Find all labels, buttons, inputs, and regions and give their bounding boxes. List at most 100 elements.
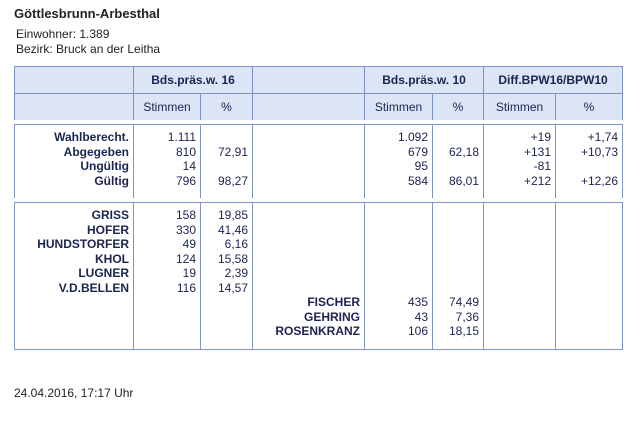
table-cell xyxy=(554,280,624,295)
subheader: Stimmen xyxy=(133,93,201,123)
table-cell: 330 xyxy=(133,222,201,237)
subheader: % xyxy=(432,93,484,123)
header-cell xyxy=(252,93,365,123)
table-cell xyxy=(133,309,201,324)
table-cell: 49 xyxy=(133,237,201,252)
table-cell xyxy=(364,266,433,281)
table-cell xyxy=(483,198,556,223)
table-cell xyxy=(133,295,201,310)
table-cell: 435 xyxy=(364,295,433,310)
table-cell: 14 xyxy=(133,159,201,174)
table-cell xyxy=(14,295,134,310)
table-cell: 584 xyxy=(364,173,433,201)
table-cell xyxy=(252,173,365,201)
table-cell: Ungültig xyxy=(14,159,134,174)
table-cell xyxy=(432,222,484,237)
header-cell xyxy=(14,93,134,123)
table-cell: HOFER xyxy=(14,222,134,237)
table-cell xyxy=(432,159,484,174)
table-cell: 41,46 xyxy=(200,222,253,237)
table-cell: +1,74 xyxy=(554,120,624,145)
table-cell xyxy=(554,309,624,324)
table-cell: HUNDSTORFER xyxy=(14,237,134,252)
table-cell: Abgegeben xyxy=(14,144,134,159)
table-cell xyxy=(432,280,484,295)
table-cell xyxy=(554,237,624,252)
table-cell: 62,18 xyxy=(432,144,484,159)
table-cell: 43 xyxy=(364,309,433,324)
table-cell xyxy=(14,324,134,350)
table-cell xyxy=(483,251,556,266)
table-cell xyxy=(483,295,556,310)
subheader: Stimmen xyxy=(364,93,433,123)
table-cell: 95 xyxy=(364,159,433,174)
table-row: KHOL 124 15,58 xyxy=(14,251,624,266)
table-cell: 86,01 xyxy=(432,173,484,201)
table-row: FISCHER 435 74,49 xyxy=(14,295,624,310)
group-header: Bds.präs.w. 16 xyxy=(133,66,253,94)
table-row: HUNDSTORFER 49 6,16 xyxy=(14,237,624,252)
table-cell: 18,15 xyxy=(432,324,484,350)
table-cell: 1.111 xyxy=(133,120,201,145)
table-cell xyxy=(432,266,484,281)
table-cell xyxy=(554,159,624,174)
table-cell xyxy=(554,222,624,237)
table-cell: 106 xyxy=(364,324,433,350)
table-row: LUGNER 19 2,39 xyxy=(14,266,624,281)
table-cell xyxy=(364,251,433,266)
table-cell xyxy=(483,222,556,237)
table-cell xyxy=(252,159,365,174)
header-cell xyxy=(14,66,134,94)
table-row: HOFER 330 41,46 xyxy=(14,222,624,237)
table-cell: +10,73 xyxy=(554,144,624,159)
table-cell xyxy=(200,120,253,145)
table-cell xyxy=(554,266,624,281)
table-cell: 2,39 xyxy=(200,266,253,281)
table-cell: +131 xyxy=(483,144,556,159)
table-cell xyxy=(554,295,624,310)
table-cell: 1.092 xyxy=(364,120,433,145)
table-row: Wahlberecht. 1.111 1.092 +19 +1,74 xyxy=(14,120,624,145)
table-cell: Gültig xyxy=(14,173,134,201)
subheader: % xyxy=(554,93,624,123)
table-cell: 74,49 xyxy=(432,295,484,310)
table-cell: 72,91 xyxy=(200,144,253,159)
table-cell: GRISS xyxy=(14,198,134,223)
table-cell xyxy=(432,237,484,252)
table-cell xyxy=(252,251,365,266)
header-cell xyxy=(252,66,365,94)
table-cell: GEHRING xyxy=(252,309,365,324)
table-cell xyxy=(133,324,201,350)
table-cell xyxy=(252,222,365,237)
title: Göttlesbrunn-Arbesthal xyxy=(14,6,160,21)
group-header: Bds.präs.w. 10 xyxy=(364,66,484,94)
table-cell: +12,26 xyxy=(554,173,624,201)
table-cell: 19,85 xyxy=(200,198,253,223)
table-cell: 679 xyxy=(364,144,433,159)
table-cell xyxy=(483,266,556,281)
table-cell: 796 xyxy=(133,173,201,201)
table-cell xyxy=(554,251,624,266)
table-cell: FISCHER xyxy=(252,295,365,310)
table-cell xyxy=(252,266,365,281)
district: Bezirk: Bruck an der Leitha xyxy=(16,42,161,56)
table-cell xyxy=(364,280,433,295)
table-cell xyxy=(252,144,365,159)
table-cell xyxy=(200,324,253,350)
table-cell xyxy=(432,120,484,145)
table-cell xyxy=(554,324,624,350)
subheader: % xyxy=(200,93,253,123)
table-row: GRISS 158 19,85 xyxy=(14,198,624,223)
table-cell: V.D.BELLEN xyxy=(14,280,134,295)
subheader: Stimmen xyxy=(483,93,556,123)
group-header: Diff.BPW16/BPW10 xyxy=(482,66,624,94)
timestamp: 24.04.2016, 17:17 Uhr xyxy=(14,386,134,400)
table-cell: 810 xyxy=(133,144,201,159)
table-cell xyxy=(200,295,253,310)
table-cell: 6,16 xyxy=(200,237,253,252)
table-cell: 98,27 xyxy=(200,173,253,201)
results-table: Bds.präs.w. 16 Bds.präs.w. 10 Diff.BPW16… xyxy=(14,66,624,350)
table-cell: KHOL xyxy=(14,251,134,266)
table-row: Abgegeben 810 72,91 679 62,18 +131 +10,73 xyxy=(14,144,624,159)
